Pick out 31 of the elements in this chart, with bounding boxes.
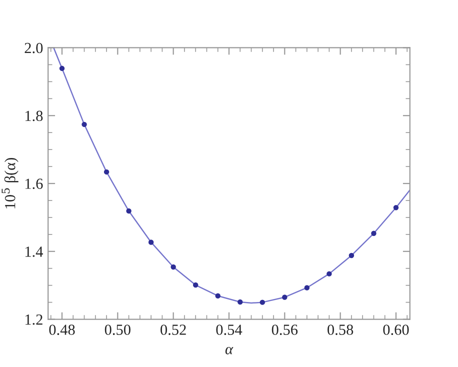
y-tick-label: 1.6 [25,178,43,190]
point [59,66,65,72]
y-tick-label: 2.0 [24,42,43,54]
point [304,285,310,290]
point [371,230,376,236]
point [282,294,288,300]
point [82,122,87,128]
point [393,204,399,210]
y-axis-title: 10$^{5}$ β(α) [2,158,18,208]
point [170,264,176,270]
x-tick-label: 0.60 [383,324,409,335]
x-tick-label: 0.50 [104,324,130,335]
x-axis-title: α [225,346,234,354]
y-tick-label: 1.8 [25,110,43,122]
point [192,282,198,288]
x-tick-label: 0.48 [49,324,75,335]
point [348,252,354,258]
line-series [53,48,410,304]
x-tick-label: 0.54 [216,324,242,335]
point [148,240,154,245]
point [215,293,220,298]
point [260,300,266,305]
x-tick-label: 0.52 [160,324,186,335]
point [238,299,243,305]
point [326,271,332,276]
point [104,169,110,175]
x-tick-label: 0.56 [272,324,298,335]
y-tick-label: 1.2 [25,314,42,325]
point [126,208,132,214]
x-tick-label: 0.58 [328,324,354,335]
y-tick-label: 1.4 [25,246,43,257]
